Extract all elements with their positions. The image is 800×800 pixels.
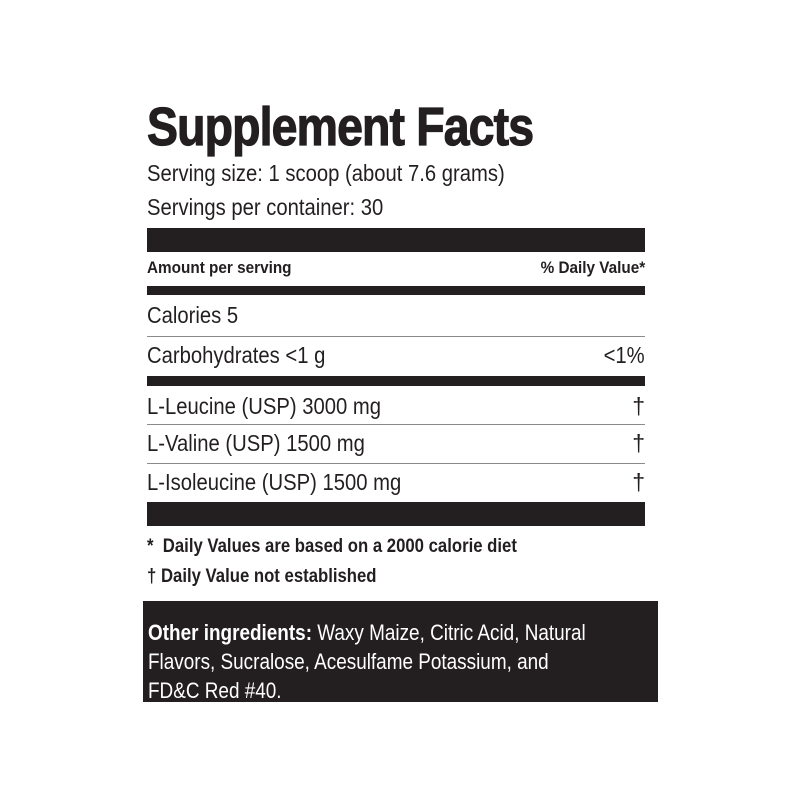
table-row: Calories 5	[147, 302, 239, 328]
table-header: Amount per serving % Daily Value*	[147, 258, 645, 278]
divider-line	[147, 424, 645, 425]
page-title: Supplement Facts	[146, 96, 534, 157]
daily-value-label: % Daily Value*	[540, 258, 645, 277]
divider-bar	[147, 502, 645, 526]
serving-size: Serving size: 1 scoop (about 7.6 grams)	[147, 160, 505, 186]
amount-per-serving-label: Amount per serving	[147, 258, 292, 277]
table-row: L-Isoleucine (USP) 1500 mg †	[147, 469, 645, 495]
table-row: Carbohydrates <1 g <1%	[147, 342, 645, 368]
table-row: L-Leucine (USP) 3000 mg †	[147, 393, 645, 419]
divider-line	[147, 463, 645, 464]
other-ingredients-box: Other ingredients: Waxy Maize, Citric Ac…	[143, 601, 658, 703]
divider-bar	[147, 376, 645, 386]
footnote: † Daily Value not established	[147, 566, 377, 587]
footnote: * Daily Values are based on a 2000 calor…	[147, 536, 517, 557]
table-row: L-Valine (USP) 1500 mg †	[147, 430, 645, 456]
servings-per-container: Servings per container: 30	[147, 194, 384, 220]
divider-bar	[147, 228, 645, 252]
other-ingredients-label: Other ingredients:	[148, 620, 312, 645]
divider-line	[147, 336, 645, 337]
divider-bar	[147, 286, 645, 295]
